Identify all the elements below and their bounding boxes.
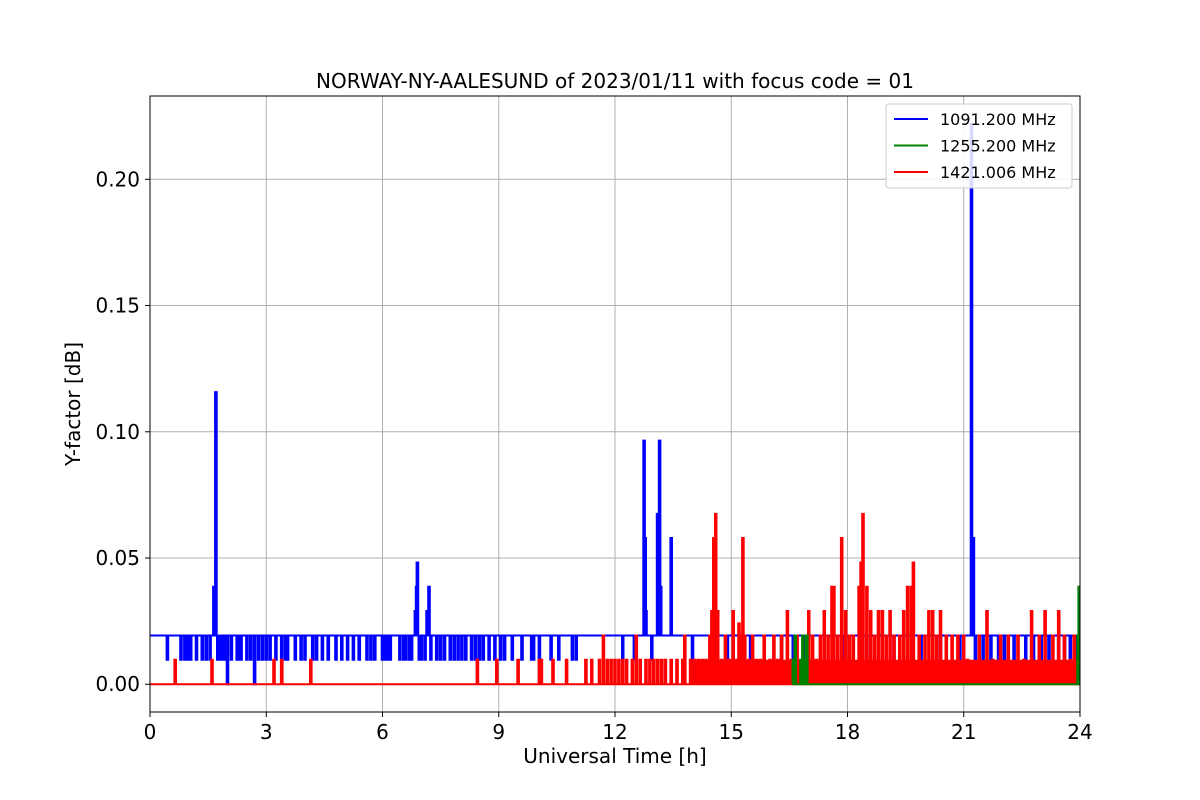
series-1255-200-mhz xyxy=(791,585,1080,686)
y-axis: 0.00 0.05 0.10 0.15 0.20 xyxy=(95,167,150,696)
series-layer xyxy=(150,123,1080,686)
y-tick-label: 0.00 xyxy=(95,672,140,696)
y-tick-label: 0.10 xyxy=(95,420,140,444)
legend-entry: 1421.006 MHz xyxy=(940,163,1056,182)
y-tick-label: 0.05 xyxy=(95,546,140,570)
x-tick-label: 9 xyxy=(492,720,505,744)
y-tick-label: 0.20 xyxy=(95,167,140,191)
x-tick-label: 12 xyxy=(602,720,627,744)
x-tick-label: 3 xyxy=(260,720,273,744)
series-1421-006-mhz xyxy=(150,512,1080,686)
series-line xyxy=(150,512,1080,686)
chart-title: NORWAY-NY-AALESUND of 2023/01/11 with fo… xyxy=(316,69,914,93)
y-tick-label: 0.15 xyxy=(95,294,140,318)
x-tick-label: 21 xyxy=(951,720,976,744)
x-axis: 0 3 6 9 12 15 18 21 24 xyxy=(144,712,1093,744)
x-tick-label: 6 xyxy=(376,720,389,744)
x-tick-label: 15 xyxy=(719,720,744,744)
x-tick-label: 18 xyxy=(835,720,860,744)
y-axis-label: Y-factor [dB] xyxy=(61,342,85,467)
series-line xyxy=(791,585,1080,686)
plot-area xyxy=(150,123,1080,686)
x-axis-label: Universal Time [h] xyxy=(523,744,706,768)
legend-entry: 1091.200 MHz xyxy=(940,110,1056,129)
x-tick-label: 24 xyxy=(1067,720,1092,744)
legend-entry: 1255.200 MHz xyxy=(940,137,1056,156)
x-tick-label: 0 xyxy=(144,720,157,744)
legend: 1091.200 MHz 1255.200 MHz 1421.006 MHz xyxy=(885,103,1073,189)
legend-box xyxy=(885,103,1073,189)
